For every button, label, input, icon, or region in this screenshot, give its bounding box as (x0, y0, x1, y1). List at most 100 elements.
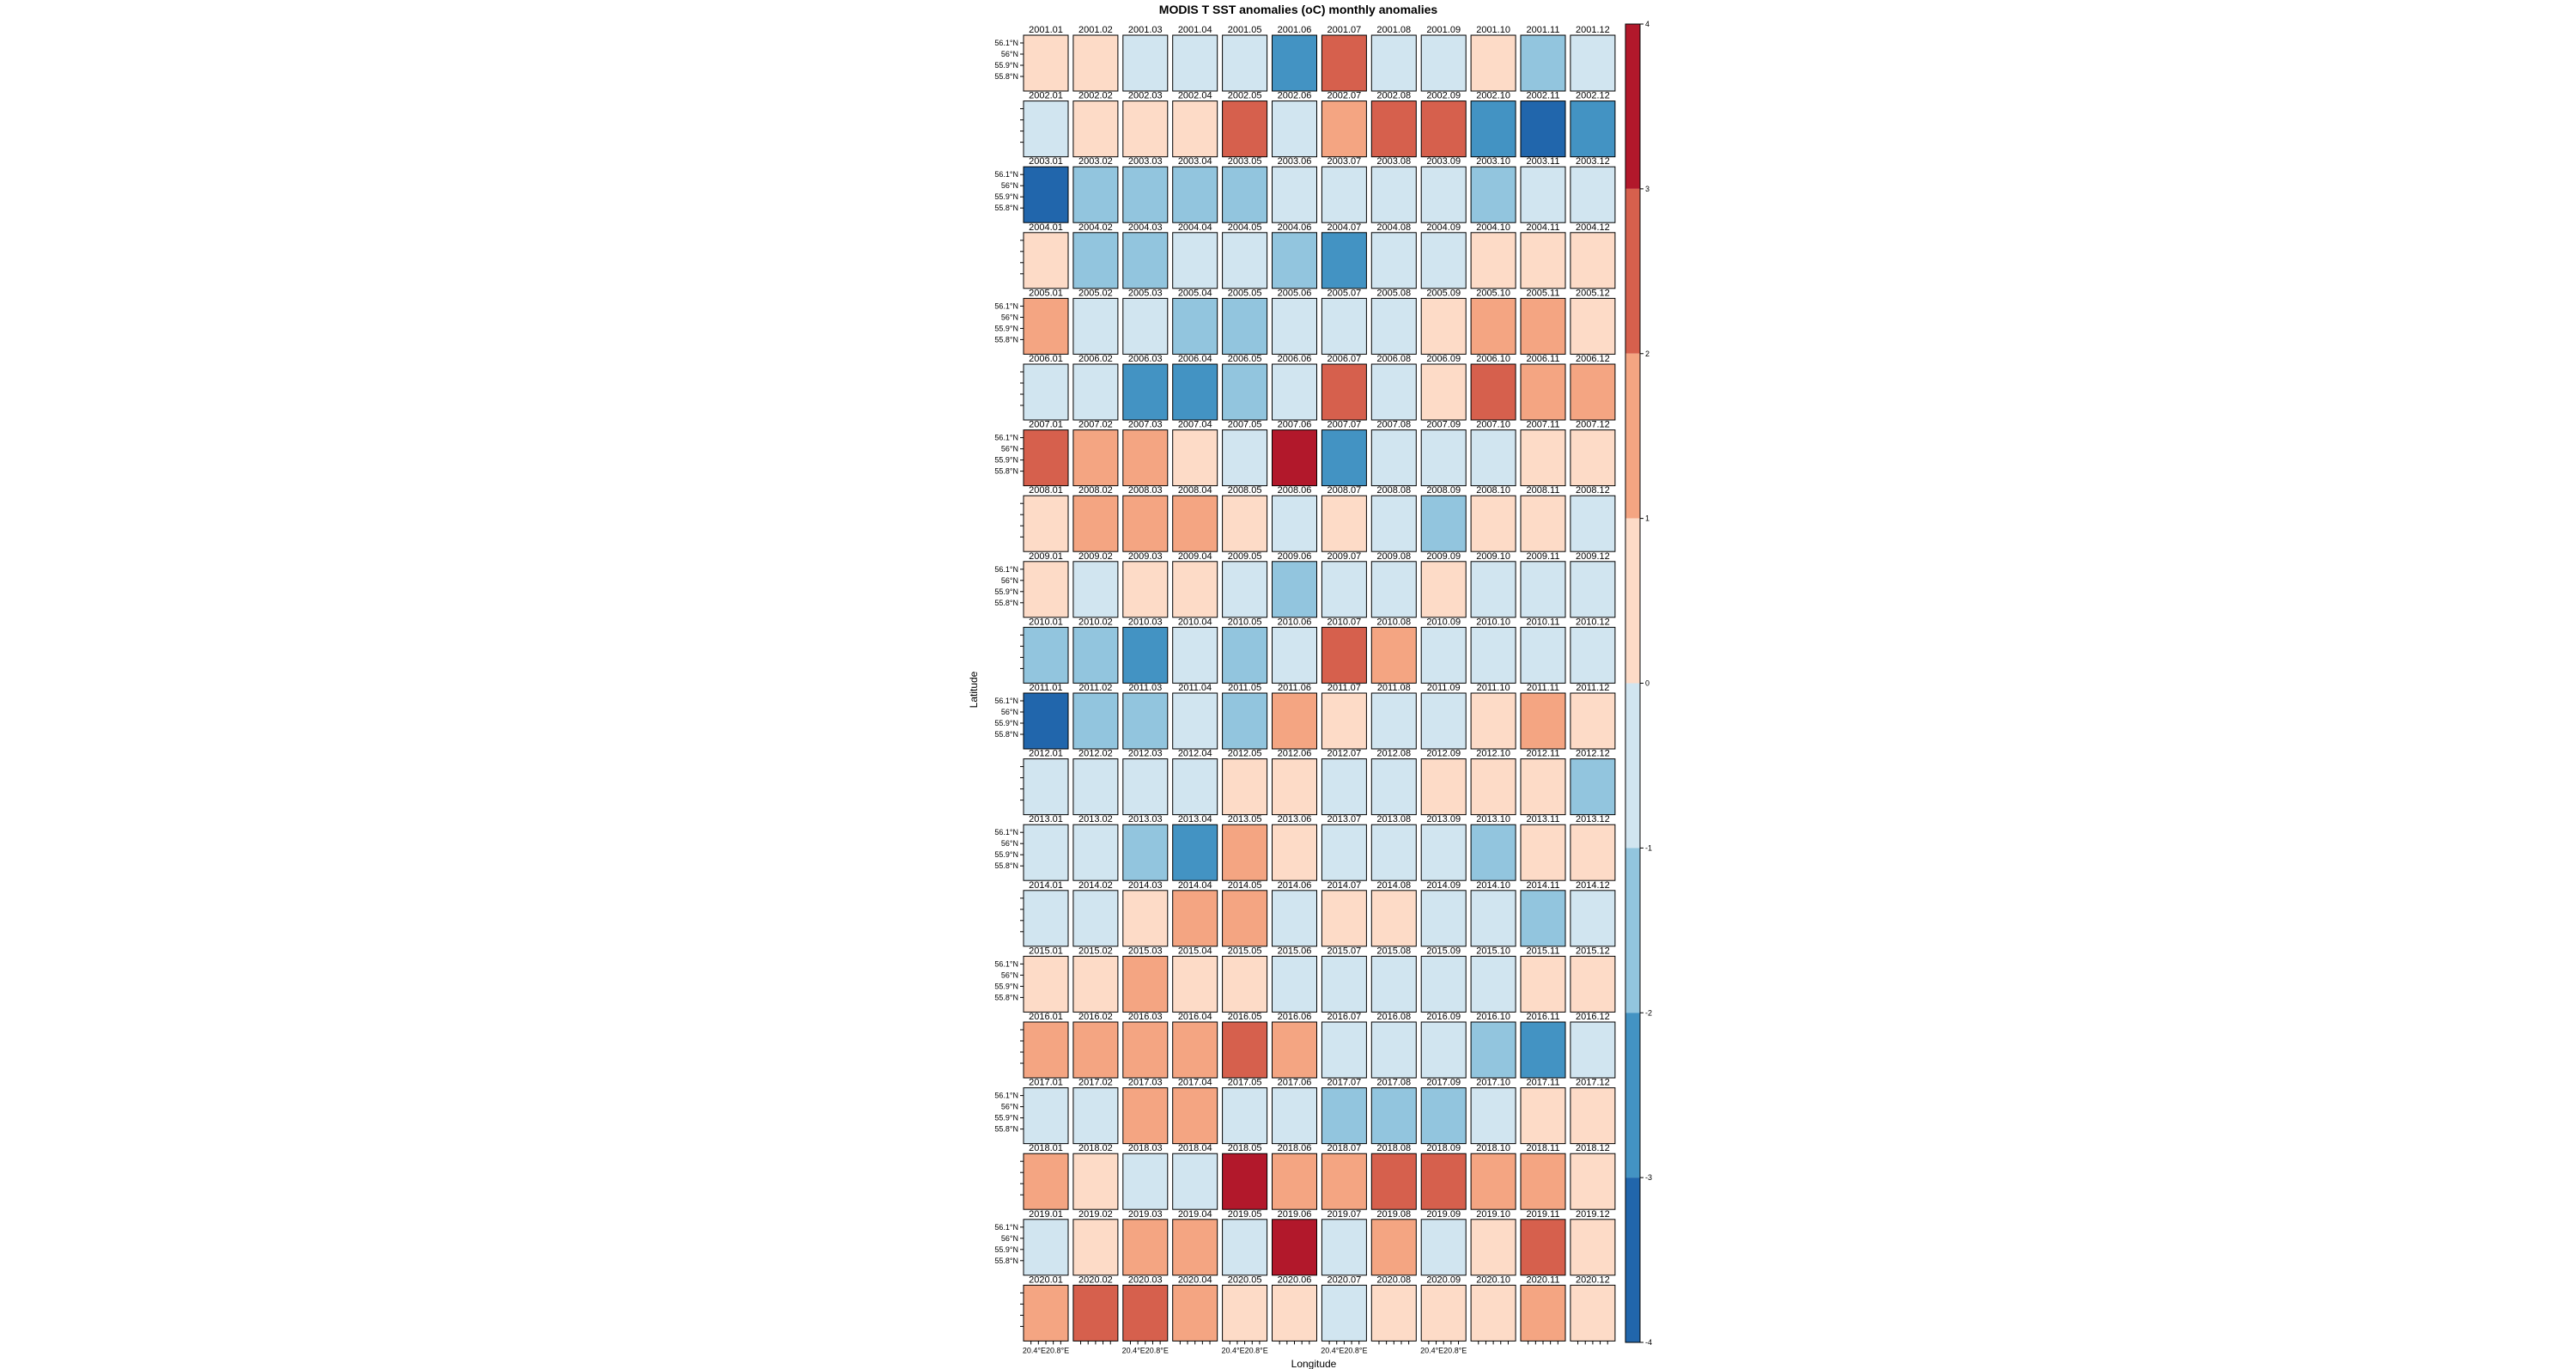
anomaly-panel (1420, 166, 1467, 223)
anomaly-panel (1420, 1087, 1467, 1145)
panel-title: 2019.09 (1426, 1209, 1461, 1220)
panel-title: 2001.08 (1376, 25, 1411, 35)
panel-title: 2009.11 (1527, 551, 1560, 562)
anomaly-panel (1072, 232, 1119, 289)
panel-title: 2005.12 (1576, 288, 1610, 298)
colorbar-tick-label: 2 (1645, 350, 1649, 358)
anomaly-panel (1222, 297, 1268, 355)
anomaly-panel (1023, 692, 1069, 750)
anomaly-panel (1570, 1153, 1616, 1210)
panel-title: 2011.11 (1527, 683, 1559, 693)
anomaly-panel (1072, 1021, 1119, 1079)
anomaly-panel (1520, 429, 1566, 487)
anomaly-panel (1370, 1021, 1417, 1079)
anomaly-panel (1023, 561, 1069, 618)
anomaly-panel (1420, 34, 1467, 92)
lat-tick-label: 56°N (1001, 445, 1018, 453)
panel-title: 2010.10 (1476, 617, 1510, 627)
anomaly-panel (1470, 232, 1516, 289)
anomaly-panel (1470, 297, 1516, 355)
panel-title: 2003.01 (1029, 156, 1063, 167)
lat-tick-label: 56°N (1001, 576, 1018, 585)
anomaly-panel (1272, 626, 1317, 684)
anomaly-panel (1520, 955, 1566, 1013)
colorbar-tick-label: -4 (1645, 1338, 1652, 1347)
panel-title: 2015.07 (1327, 946, 1362, 956)
anomaly-panel (1122, 1284, 1169, 1342)
panel-title: 2016.03 (1128, 1012, 1163, 1022)
panel-title: 2015.08 (1376, 946, 1411, 956)
anomaly-panel (1272, 890, 1317, 947)
panel-title: 2015.04 (1178, 946, 1212, 956)
anomaly-panel (1122, 495, 1169, 552)
anomaly-panel (1570, 232, 1616, 289)
panel-title: 2017.10 (1476, 1078, 1510, 1088)
colorbar-bin (1625, 353, 1640, 519)
anomaly-panel (1122, 232, 1169, 289)
anomaly-panel (1023, 824, 1069, 881)
anomaly-panel (1321, 626, 1367, 684)
panel-title: 2012.01 (1029, 749, 1063, 759)
panel-title: 2012.05 (1228, 749, 1262, 759)
anomaly-panel (1321, 824, 1367, 881)
anomaly-panel (1072, 561, 1119, 618)
anomaly-panel (1172, 429, 1218, 487)
panel-title: 2008.10 (1476, 485, 1510, 496)
anomaly-panel (1122, 824, 1169, 881)
anomaly-panel (1321, 1087, 1367, 1145)
panel-title: 2008.07 (1327, 485, 1362, 496)
anomaly-panel (1570, 955, 1616, 1013)
anomaly-panel (1023, 363, 1069, 421)
panel-title: 2014.01 (1029, 880, 1063, 891)
anomaly-panel (1222, 100, 1268, 158)
anomaly-panel (1072, 1219, 1119, 1276)
anomaly-panel (1272, 297, 1317, 355)
anomaly-panel (1272, 1153, 1317, 1210)
panel-title: 2008.12 (1576, 485, 1610, 496)
lat-tick-label: 55.8°N (994, 993, 1018, 1001)
panel-title: 2019.08 (1376, 1209, 1411, 1220)
panel-title: 2012.12 (1576, 749, 1610, 759)
lat-tick-label: 55.8°N (994, 1256, 1018, 1265)
panel-title: 2012.06 (1278, 749, 1312, 759)
panel-title: 2006.11 (1527, 354, 1560, 364)
panel-title: 2014.02 (1078, 880, 1113, 891)
anomaly-panel (1520, 1153, 1566, 1210)
panel-title: 2012.11 (1527, 749, 1560, 759)
anomaly-panel (1072, 100, 1119, 158)
panel-title: 2001.09 (1426, 25, 1461, 35)
anomaly-panel (1370, 824, 1417, 881)
panel-title: 2009.04 (1178, 551, 1212, 562)
anomaly-panel (1420, 824, 1467, 881)
colorbar-bin (1625, 1013, 1640, 1178)
panel-title: 2008.04 (1178, 485, 1212, 496)
anomaly-panel (1321, 363, 1367, 421)
lat-tick-label: 55.9°N (994, 850, 1018, 859)
panel-title: 2020.02 (1078, 1275, 1113, 1285)
anomaly-panel (1172, 1021, 1218, 1079)
anomaly-panel (1272, 34, 1317, 92)
panel-title: 2020.10 (1476, 1275, 1510, 1285)
anomaly-panel (1570, 692, 1616, 750)
anomaly-panel (1570, 1219, 1616, 1276)
panel-title: 2015.05 (1228, 946, 1262, 956)
panel-title: 2017.02 (1078, 1078, 1113, 1088)
anomaly-panel (1370, 758, 1417, 816)
anomaly-panel (1122, 363, 1169, 421)
panel-title: 2018.10 (1476, 1143, 1510, 1153)
anomaly-panel (1023, 495, 1069, 552)
panel-title: 2014.11 (1527, 880, 1560, 891)
panel-title: 2005.10 (1476, 288, 1510, 298)
lat-tick-label: 55.8°N (994, 730, 1018, 739)
colorbar-bin (1625, 24, 1640, 189)
anomaly-panel (1520, 100, 1566, 158)
panel-title: 2003.12 (1576, 156, 1610, 167)
panel-title: 2006.10 (1476, 354, 1510, 364)
panel-title: 2002.12 (1576, 91, 1610, 101)
panel-title: 2007.12 (1576, 420, 1610, 430)
panel-title: 2017.09 (1426, 1078, 1461, 1088)
anomaly-panel (1470, 692, 1516, 750)
anomaly-panel (1570, 34, 1616, 92)
panel-title: 2001.03 (1128, 25, 1163, 35)
